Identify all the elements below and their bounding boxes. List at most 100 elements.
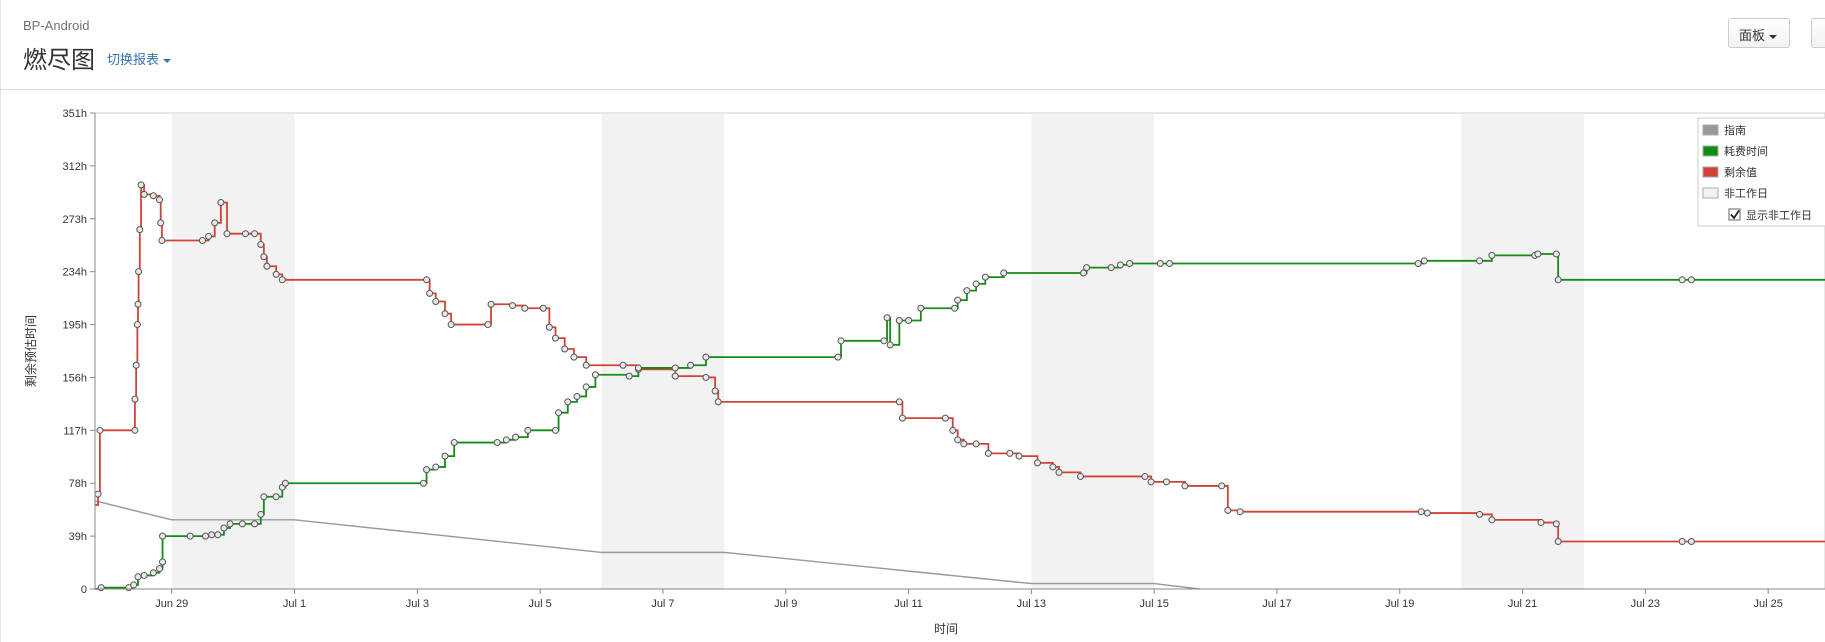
y-tick-label: 312h	[63, 161, 87, 173]
spent-point	[564, 398, 572, 406]
x-axis-label: 时间	[934, 622, 958, 636]
remaining-point	[133, 321, 141, 329]
spent-point	[573, 392, 581, 400]
spent-point	[272, 493, 280, 501]
x-tick-label: Jul 17	[1262, 598, 1291, 610]
spent-point	[502, 436, 510, 444]
switch-report-label: 切换报表	[107, 53, 160, 68]
series-points	[94, 181, 1695, 592]
page-header: BP-Android 燃尽图 切换报表 面板	[0, 0, 1825, 90]
remaining-point	[1055, 468, 1063, 476]
spent-point	[238, 520, 246, 528]
nonworking-band	[1461, 114, 1584, 589]
x-tick-label: Jul 11	[894, 598, 923, 610]
show-nonworking-toggle[interactable]: 显示非工作日	[1728, 208, 1812, 222]
y-axis-ticks: 0 39h 78h 117h 156h 195h 234h 273h 312h 351h	[63, 108, 95, 596]
spent-point	[260, 493, 268, 501]
nonworking-band	[1031, 114, 1155, 589]
spent-point	[97, 584, 105, 592]
remaining-point	[140, 190, 148, 198]
legend-item-guideline: 指南	[1702, 123, 1746, 137]
remaining-point	[223, 230, 231, 238]
spent-point	[954, 296, 962, 304]
x-tick-label: Jul 15	[1139, 598, 1168, 610]
spent-point	[1080, 269, 1088, 277]
spent-point	[880, 337, 888, 345]
spent-point	[1687, 276, 1695, 284]
remaining-point	[1162, 478, 1170, 486]
spent-point	[1476, 257, 1484, 265]
remaining-point	[1488, 516, 1496, 524]
spent-point	[524, 426, 532, 434]
remaining-point	[984, 449, 992, 457]
spent-point	[981, 273, 989, 281]
spent-point	[493, 439, 501, 447]
legend-label: 指南	[1724, 123, 1746, 137]
y-tick-label: 234h	[63, 267, 87, 279]
spent-point	[895, 316, 903, 324]
spent-point	[251, 520, 259, 528]
spent-point	[687, 361, 695, 369]
y-axis-label: 剩余预估时间	[23, 315, 38, 387]
spent-point	[1126, 260, 1134, 268]
remaining-point	[552, 334, 559, 342]
spent-point	[1534, 250, 1542, 258]
remaining-point	[423, 276, 431, 284]
remaining-point	[278, 276, 286, 284]
remaining-point	[149, 192, 157, 200]
remaining-point	[711, 387, 719, 395]
remaining-point	[137, 181, 145, 189]
board-button[interactable]: 面板	[1728, 18, 1790, 48]
spent-point	[130, 581, 138, 589]
remaining-point	[1015, 452, 1023, 460]
spent-point	[634, 364, 642, 372]
spent-point	[1000, 269, 1008, 277]
switch-report-link[interactable]: 切换报表	[107, 49, 172, 68]
remaining-point	[1417, 508, 1425, 516]
remaining-point	[135, 268, 143, 276]
spent-point	[202, 532, 210, 540]
spent-point	[226, 520, 234, 528]
spent-point	[1678, 276, 1686, 284]
show-nonworking-checkbox[interactable]	[1728, 208, 1741, 221]
spent-point	[834, 353, 842, 361]
spent-point	[625, 372, 633, 380]
spent-point	[432, 463, 440, 471]
spent-point	[837, 337, 845, 345]
spent-point	[419, 479, 427, 487]
remaining-point	[671, 372, 679, 380]
x-tick-label: Jul 9	[774, 598, 797, 610]
remaining-point	[251, 230, 259, 238]
spent-point	[671, 364, 679, 372]
remaining-point	[1236, 508, 1244, 516]
x-axis-ticks: Jun 29 Jul 1 Jul 3 Jul 5 Jul 7 Jul 9 Jul 11 Jul…	[155, 589, 1783, 610]
remaining-point	[960, 440, 968, 448]
spent-point	[159, 558, 167, 566]
remaining-point	[1423, 509, 1431, 517]
remaining-point	[1218, 482, 1226, 490]
x-tick-label: Jul 7	[651, 598, 674, 610]
remaining-point	[158, 236, 166, 244]
legend-box	[1697, 117, 1825, 227]
remaining-point	[441, 310, 449, 318]
remaining-point	[484, 321, 492, 329]
y-tick-label: 78h	[69, 478, 87, 490]
left-rail	[0, 90, 4, 642]
remaining-point	[1006, 449, 1014, 457]
remaining-point	[521, 304, 529, 312]
remaining-point	[134, 300, 142, 308]
remaining-point	[241, 230, 249, 238]
remaining-point	[487, 300, 495, 308]
remaining-point	[432, 298, 440, 306]
remaining-point	[260, 253, 268, 261]
spent-point	[972, 280, 980, 288]
spent-point	[1116, 261, 1124, 269]
project-name[interactable]: BP-Android	[23, 18, 90, 33]
spent-point	[702, 353, 710, 361]
more-button[interactable]	[1811, 18, 1825, 48]
spent-point	[512, 433, 520, 441]
y-tick-label: 39h	[69, 531, 87, 543]
y-tick-label: 156h	[63, 372, 87, 384]
spent-point	[1107, 264, 1115, 272]
y-tick-label: 117h	[63, 425, 87, 437]
